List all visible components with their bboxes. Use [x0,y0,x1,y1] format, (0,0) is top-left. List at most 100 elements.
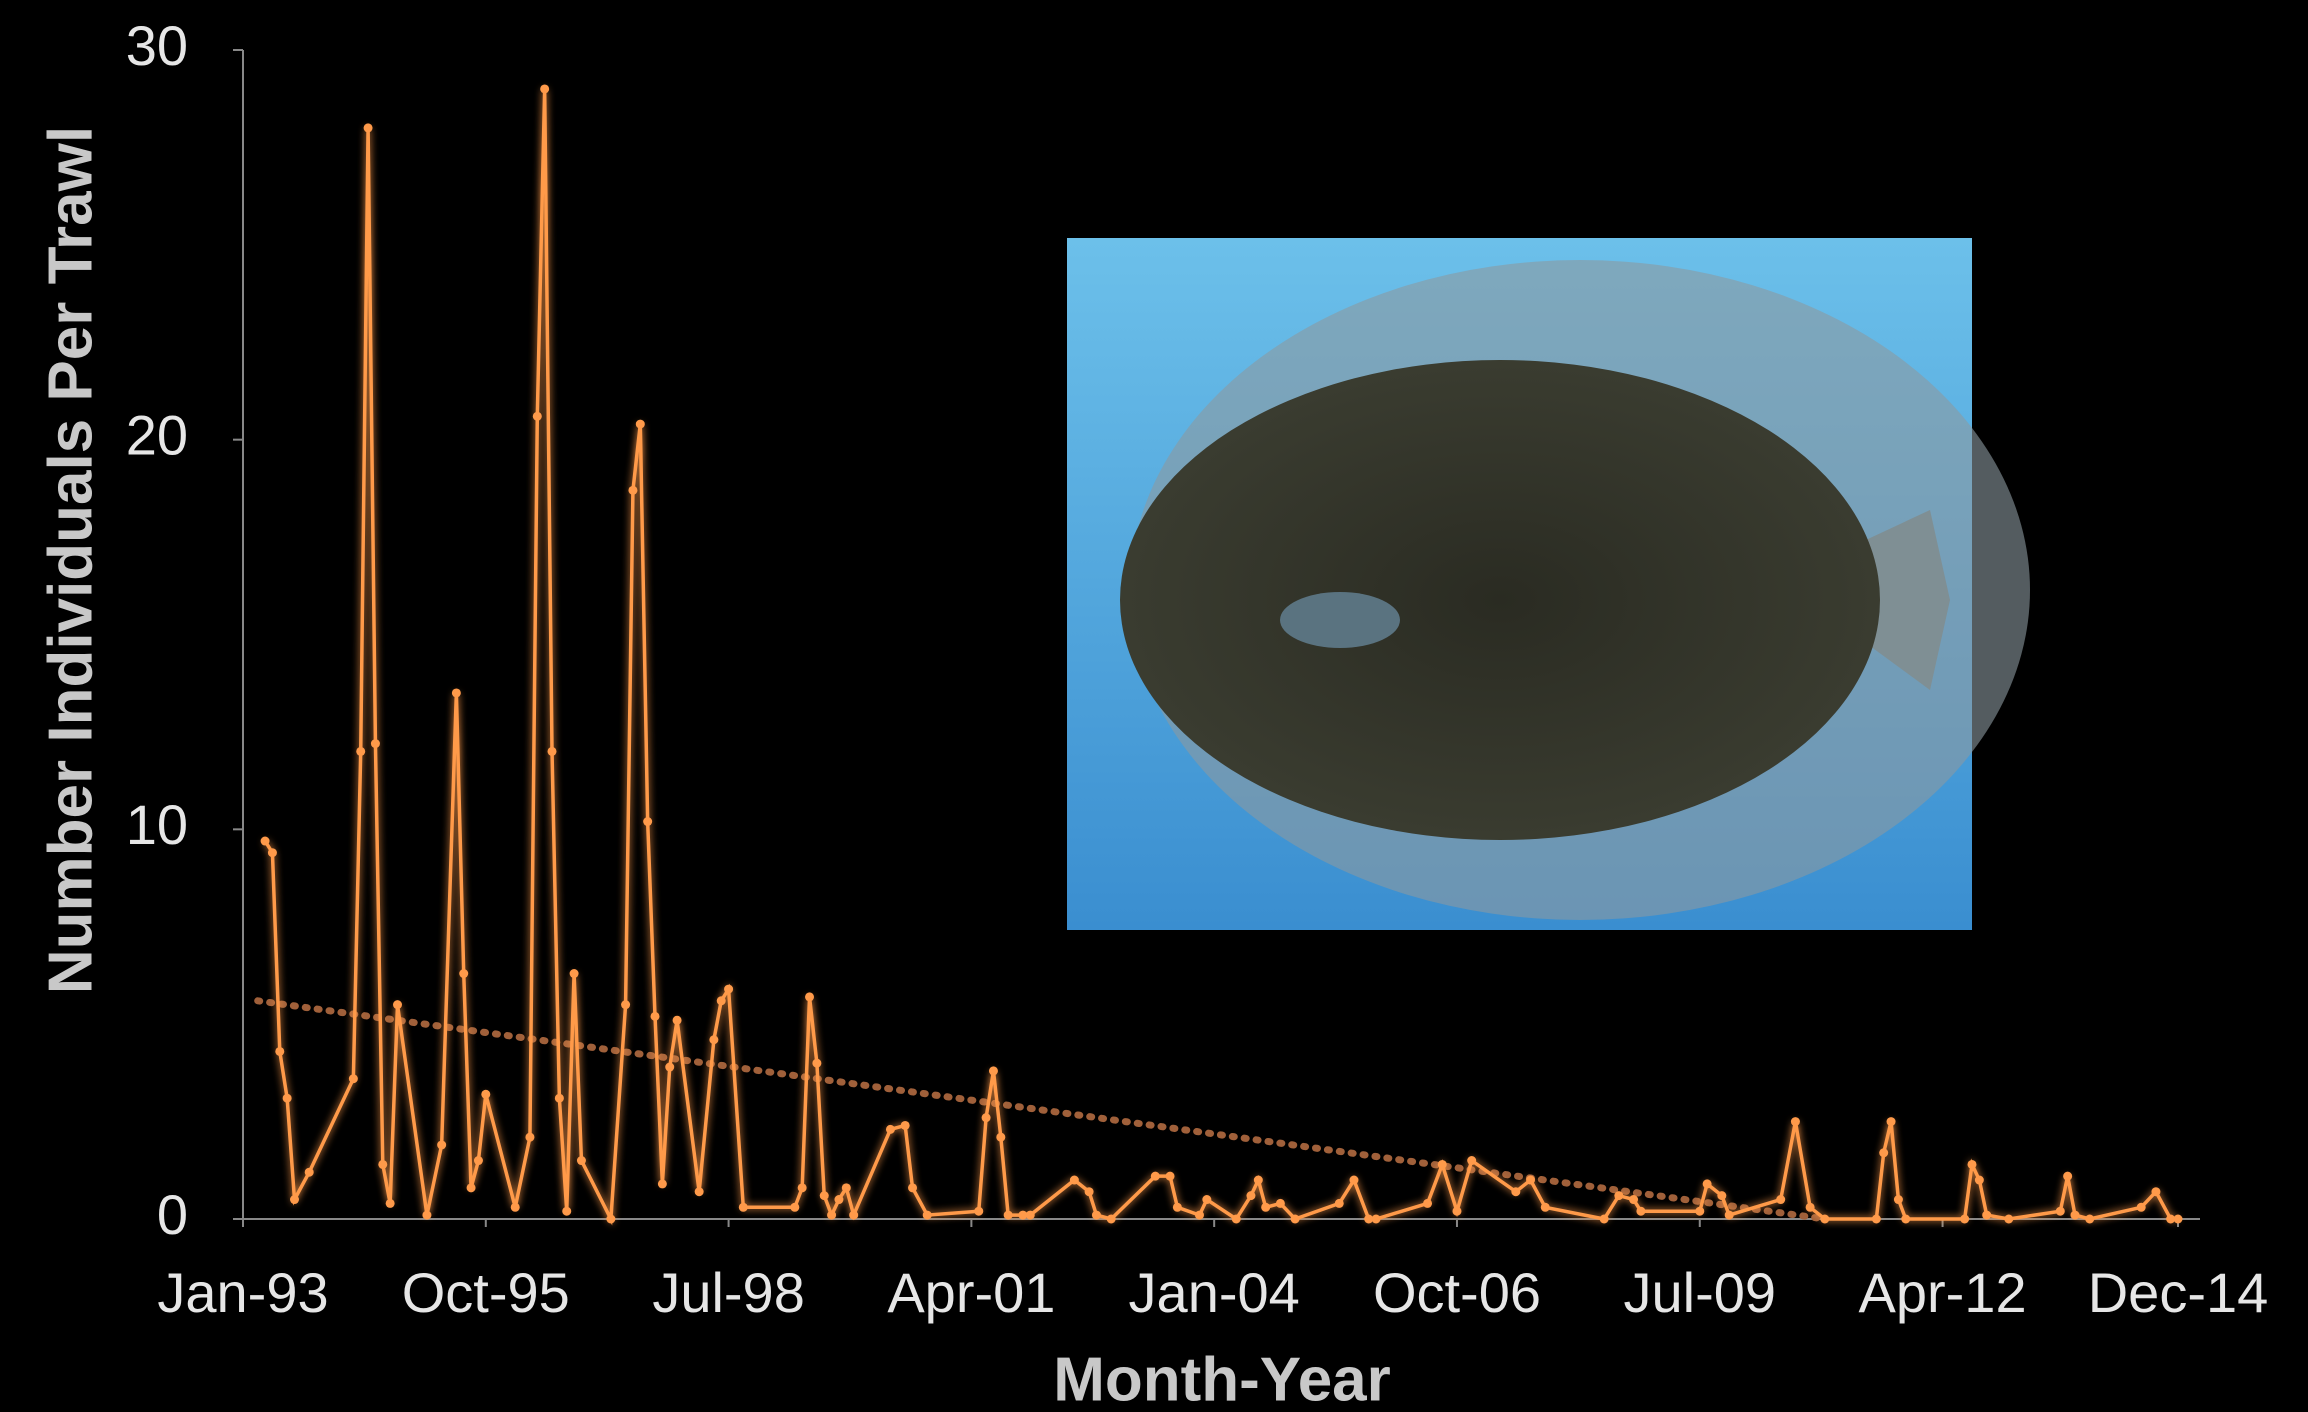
data-point [657,1179,667,1189]
data-point [988,1066,998,1076]
data-point [827,1210,837,1220]
data-point [532,411,542,421]
data-point [540,84,550,94]
data-point [805,992,815,1002]
data-point [1452,1206,1462,1216]
data-point [1724,1210,1734,1220]
data-point [1246,1191,1256,1201]
data-point [2166,1214,2176,1224]
data-point [437,1140,447,1150]
data-point [812,1058,822,1068]
y-tick-label: 10 [126,793,188,856]
data-point [1967,1159,1977,1169]
data-point [1511,1187,1521,1197]
data-point [1290,1214,1300,1224]
data-point [466,1183,476,1193]
y-tick-label: 30 [126,14,188,77]
data-point [1599,1214,1609,1224]
data-point [554,1093,564,1103]
data-point [304,1167,314,1177]
data-point [451,688,461,698]
data-point [2070,1210,2080,1220]
x-axis-title: Month-Year [1053,1345,1391,1412]
data-point [1879,1148,1889,1158]
data-point [370,739,380,749]
data-point [1349,1175,1359,1185]
data-point [922,1210,932,1220]
x-tick-label: Apr-01 [887,1261,1055,1324]
fish-photo [1067,238,2030,930]
data-point [385,1198,395,1208]
data-point [1003,1210,1013,1220]
data-point [849,1210,859,1220]
data-point [378,1159,388,1169]
data-point [974,1206,984,1216]
data-point [1371,1214,1381,1224]
data-point [1165,1171,1175,1181]
x-tick-label: Oct-95 [402,1261,570,1324]
data-point [1106,1214,1116,1224]
data-point [900,1120,910,1130]
data-point [1364,1214,1374,1224]
data-point [1253,1175,1263,1185]
data-point [1025,1210,1035,1220]
data-point [267,848,277,858]
data-point [1960,1214,1970,1224]
data-point [459,969,469,979]
data-point [2085,1214,2095,1224]
data-point [981,1113,991,1123]
data-point [348,1074,358,1084]
data-point [1717,1191,1727,1201]
data-point [885,1124,895,1134]
data-point [1084,1187,1094,1197]
data-point [1018,1210,1028,1220]
data-point [1702,1179,1712,1189]
data-point [1901,1214,1911,1224]
fish-fin [1280,592,1400,648]
data-point [797,1183,807,1193]
y-axis-title: Number Individuals Per Trawl [36,126,105,994]
y-tick-label: 20 [126,403,188,466]
data-point [275,1046,285,1056]
data-point [841,1183,851,1193]
data-point [1467,1156,1477,1166]
data-point [576,1156,586,1166]
data-point [1091,1210,1101,1220]
data-point [635,419,645,429]
data-point [606,1214,616,1224]
data-point [834,1195,844,1205]
x-tick-label: Dec-14 [2088,1261,2269,1324]
data-point [738,1202,748,1212]
data-point [694,1187,704,1197]
data-point [1614,1191,1624,1201]
data-point [569,969,579,979]
data-point [2063,1171,2073,1181]
data-point [1423,1198,1433,1208]
data-point [1202,1195,1212,1205]
data-point [1893,1195,1903,1205]
data-point [1172,1202,1182,1212]
data-point [1820,1214,1830,1224]
data-point [290,1195,300,1205]
data-point [908,1183,918,1193]
data-point [473,1156,483,1166]
x-tick-label: Jan-04 [1129,1261,1300,1324]
data-point [562,1206,572,1216]
x-tick-label: Jul-98 [652,1261,805,1324]
data-point [2173,1214,2183,1224]
data-point [1437,1159,1447,1169]
x-tick-label: Jul-09 [1624,1261,1777,1324]
data-point [1194,1210,1204,1220]
data-point [716,996,726,1006]
data-point [1261,1202,1271,1212]
data-point [525,1132,535,1142]
data-point [628,485,638,495]
data-point [393,1000,403,1010]
x-tick-label: Apr-12 [1859,1261,2027,1324]
data-point [1629,1195,1639,1205]
data-point [1974,1175,1984,1185]
data-point [1069,1175,1079,1185]
data-point [1982,1210,1992,1220]
